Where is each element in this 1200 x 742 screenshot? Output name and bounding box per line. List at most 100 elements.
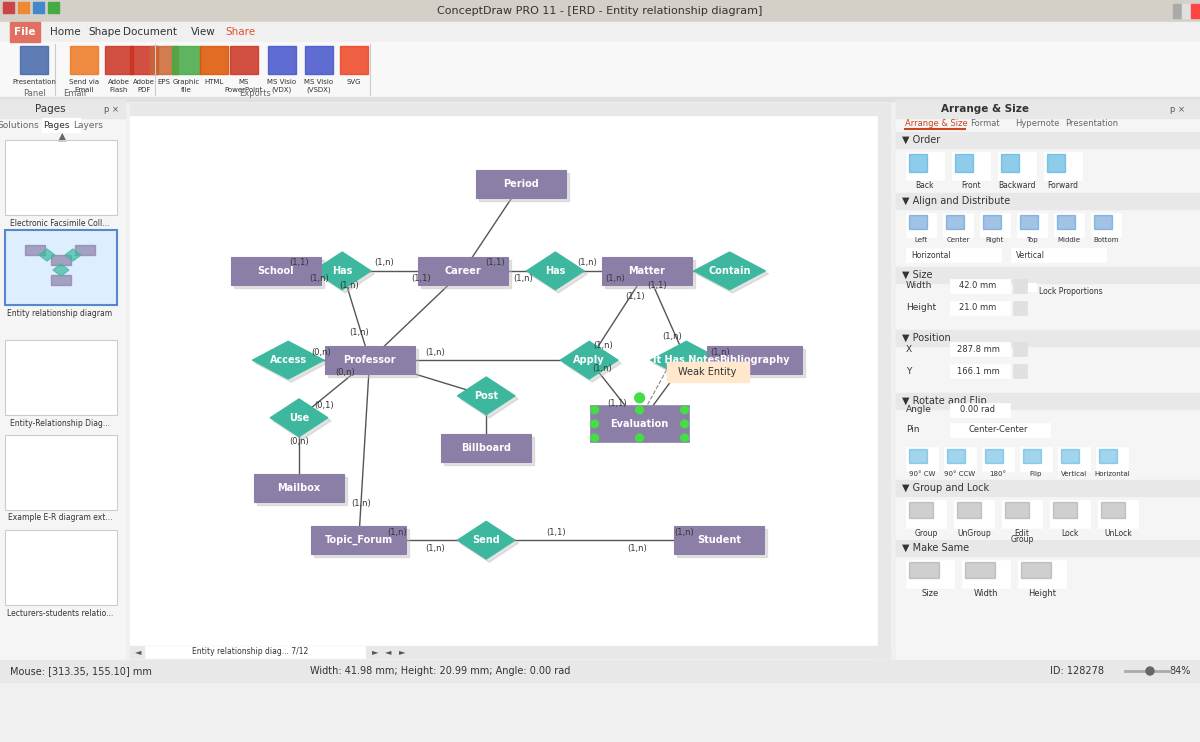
Text: (1,n): (1,n) <box>628 544 647 553</box>
Text: ID: 128278: ID: 128278 <box>1050 666 1104 676</box>
Bar <box>479 173 569 201</box>
Text: MS: MS <box>239 79 250 85</box>
Text: Size: Size <box>922 588 938 597</box>
Bar <box>896 132 1200 148</box>
Text: Front: Front <box>961 180 980 189</box>
Text: Vertical: Vertical <box>1061 471 1087 477</box>
Bar <box>910 502 934 518</box>
Bar <box>1096 447 1128 471</box>
Circle shape <box>590 434 599 442</box>
Bar <box>34 2 44 13</box>
Text: (0,n): (0,n) <box>311 348 331 357</box>
Bar <box>1061 449 1079 463</box>
Polygon shape <box>457 377 515 415</box>
Bar <box>878 103 890 658</box>
Text: 90° CW: 90° CW <box>908 471 935 477</box>
Text: Document: Document <box>124 27 178 37</box>
Bar <box>674 526 764 554</box>
Polygon shape <box>653 344 725 382</box>
Bar <box>130 103 890 658</box>
Circle shape <box>590 406 599 414</box>
Text: ConceptDraw PRO 11 - [ERD - Entity relationship diagram]: ConceptDraw PRO 11 - [ERD - Entity relat… <box>437 6 763 16</box>
Text: MS Visio: MS Visio <box>305 79 334 85</box>
Text: Adobe: Adobe <box>133 79 155 85</box>
Text: Top: Top <box>1026 237 1038 243</box>
Text: Student: Student <box>697 535 740 545</box>
Text: MS Visio: MS Visio <box>268 79 296 85</box>
Text: It Has Notes: It Has Notes <box>653 355 720 365</box>
Text: Electronic Facsimile Coll...: Electronic Facsimile Coll... <box>11 218 109 228</box>
Text: (0,1): (0,1) <box>314 401 334 410</box>
Bar <box>0 100 125 660</box>
Text: (1,1): (1,1) <box>647 280 666 289</box>
Bar <box>1057 215 1075 229</box>
Text: ▼ Align and Distribute: ▼ Align and Distribute <box>902 196 1010 206</box>
Bar <box>1002 500 1042 528</box>
Text: Group: Group <box>1010 536 1033 545</box>
Bar <box>950 423 1050 437</box>
Text: Arrange & Size: Arrange & Size <box>941 104 1030 114</box>
Bar <box>965 562 995 578</box>
Text: X: X <box>906 344 912 353</box>
Polygon shape <box>317 255 374 293</box>
Bar <box>1018 213 1046 237</box>
Bar <box>230 257 322 285</box>
Polygon shape <box>457 521 515 559</box>
Text: UnLock: UnLock <box>1104 528 1132 537</box>
Text: Evaluation: Evaluation <box>611 419 668 429</box>
Bar <box>145 646 365 658</box>
Bar <box>896 100 1200 118</box>
Text: Height: Height <box>1028 588 1056 597</box>
Bar <box>955 154 973 172</box>
Circle shape <box>680 420 689 428</box>
Text: (1,n): (1,n) <box>605 275 625 283</box>
Bar <box>667 362 749 382</box>
Text: 166.1 mm: 166.1 mm <box>956 367 1000 375</box>
Bar <box>1044 152 1082 180</box>
Bar <box>910 215 928 229</box>
Text: Exports: Exports <box>239 88 271 97</box>
Bar <box>1091 213 1121 237</box>
Text: Pin: Pin <box>906 425 919 435</box>
Bar <box>50 255 71 265</box>
Text: (0,n): (0,n) <box>289 437 308 446</box>
Bar <box>1028 283 1036 291</box>
Text: (1,1): (1,1) <box>289 258 308 267</box>
Polygon shape <box>694 252 766 290</box>
Text: (0,n): (0,n) <box>335 368 355 377</box>
Bar <box>1022 449 1042 463</box>
Text: Edit: Edit <box>1014 528 1030 537</box>
Polygon shape <box>256 344 328 382</box>
Text: (1,n): (1,n) <box>594 341 613 350</box>
Bar <box>0 100 125 118</box>
Bar <box>910 562 940 578</box>
Text: Lecturers-students relatio...: Lecturers-students relatio... <box>7 608 113 617</box>
Text: 180°: 180° <box>990 471 1007 477</box>
Bar <box>0 660 1200 682</box>
Bar <box>172 46 200 74</box>
Bar <box>896 193 1200 209</box>
Bar <box>1054 502 1078 518</box>
Text: Share: Share <box>224 27 256 37</box>
Bar <box>42 118 80 132</box>
Text: Right: Right <box>986 237 1004 243</box>
Bar <box>950 301 1010 315</box>
Text: Has: Has <box>545 266 565 276</box>
Text: ▼ Make Same: ▼ Make Same <box>902 543 970 553</box>
Bar <box>910 449 928 463</box>
Polygon shape <box>529 255 587 293</box>
Text: Entity relationship diag... 7/12: Entity relationship diag... 7/12 <box>192 648 308 657</box>
Text: Professor: Professor <box>343 355 396 365</box>
Text: Send via: Send via <box>68 79 100 85</box>
Text: Mailbox: Mailbox <box>277 482 320 493</box>
Text: (1,n): (1,n) <box>710 348 731 357</box>
Text: File: File <box>14 27 36 37</box>
Text: (1,n): (1,n) <box>310 275 329 283</box>
Text: Lock: Lock <box>1061 528 1079 537</box>
Text: View: View <box>191 27 215 37</box>
Bar <box>906 560 954 588</box>
Bar <box>598 413 688 441</box>
Bar <box>950 279 1010 293</box>
Text: 0.00 rad: 0.00 rad <box>960 405 996 415</box>
Text: Has: Has <box>332 266 353 276</box>
